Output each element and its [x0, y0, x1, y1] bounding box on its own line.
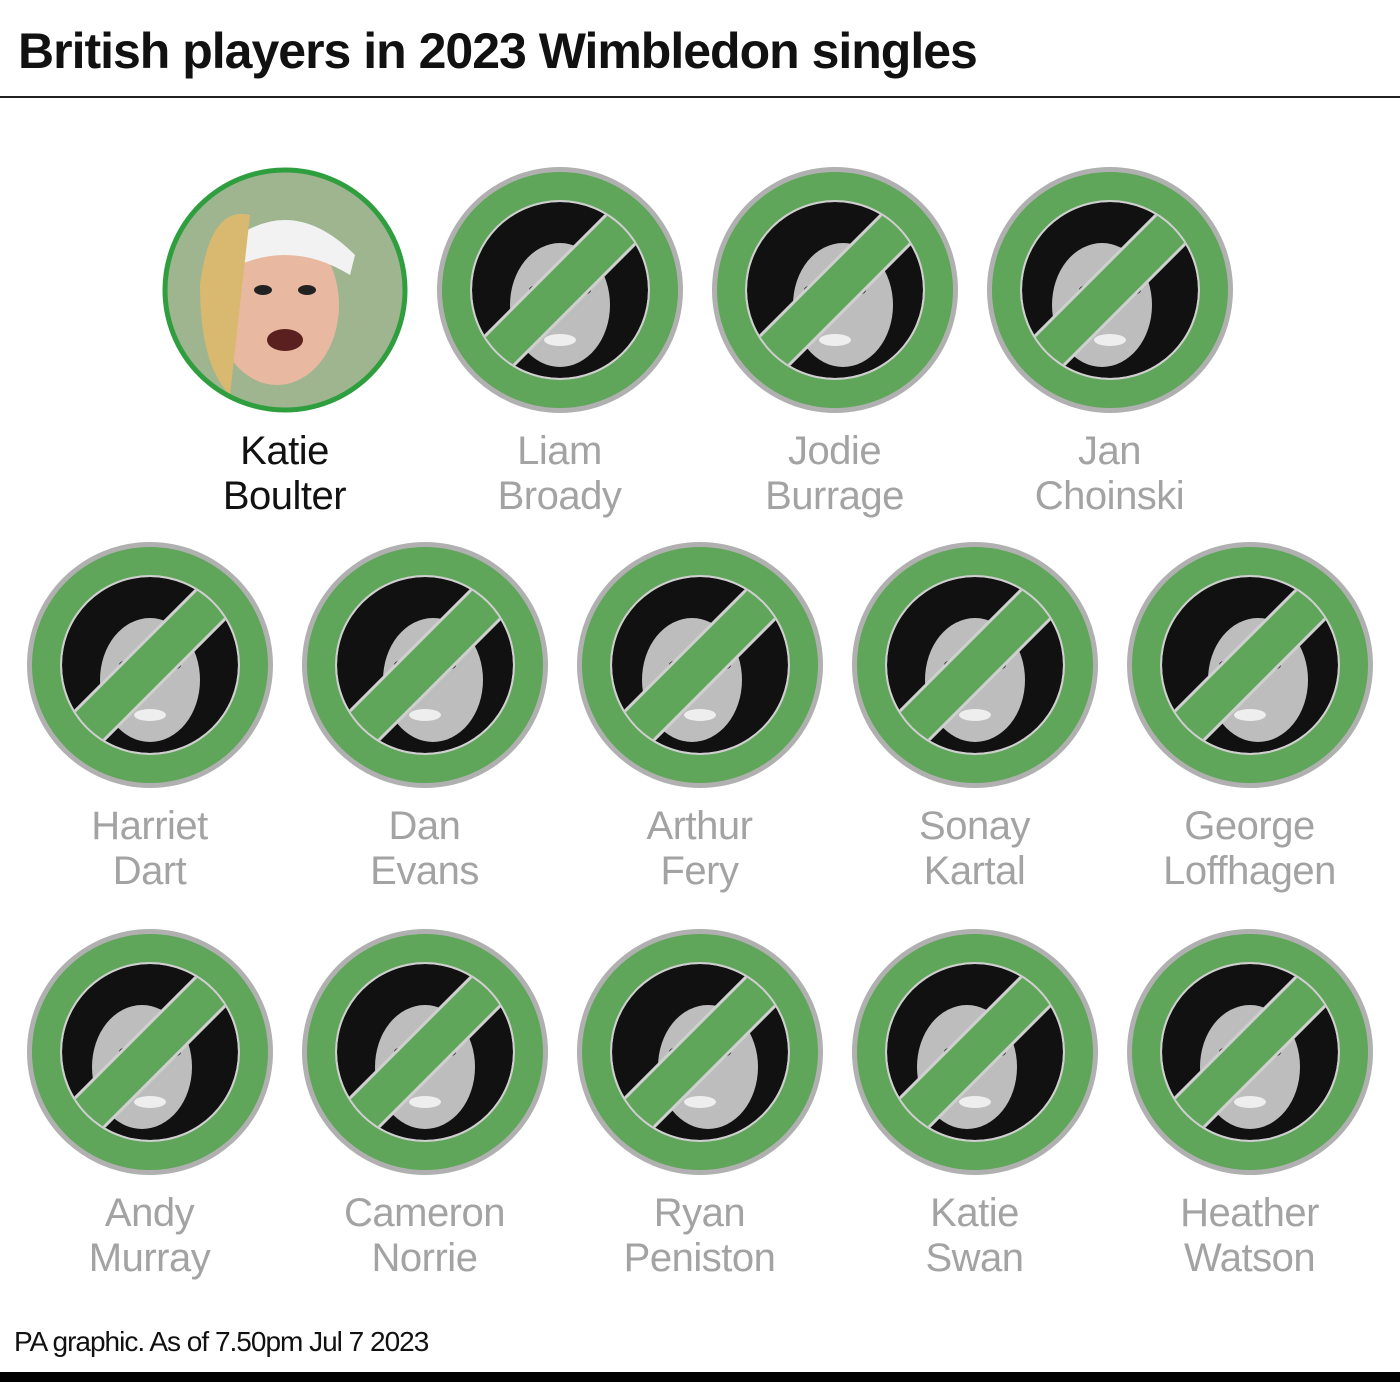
player-first-name: Ryan — [653, 1191, 746, 1235]
player-last-name: Loffhagen — [1163, 849, 1336, 893]
player-card: Sonay Kartal — [837, 540, 1112, 894]
player-card: Katie Swan — [837, 927, 1112, 1281]
player-last-name: Murray — [88, 1236, 211, 1280]
no-entry-icon — [576, 542, 823, 788]
no-entry-icon — [851, 929, 1098, 1175]
player-name: Dan Evans — [370, 804, 479, 894]
player-name: Heather Watson — [1180, 1191, 1319, 1281]
player-last-name: Dart — [112, 849, 187, 893]
player-last-name: Evans — [370, 849, 479, 893]
player-card: George Loffhagen — [1112, 540, 1387, 894]
player-first-name: Katie — [240, 429, 329, 473]
no-entry-icon — [301, 929, 548, 1175]
player-first-name: Sonay — [919, 804, 1030, 848]
player-card: Heather Watson — [1112, 927, 1387, 1281]
player-card: Arthur Fery — [562, 540, 837, 894]
player-last-name: Kartal — [923, 849, 1026, 893]
source-footer: PA graphic. As of 7.50pm Jul 7 2023 — [14, 1326, 429, 1357]
player-card: Andy Murray — [12, 927, 287, 1281]
player-name: Ryan Peniston — [624, 1191, 776, 1281]
player-last-name: Watson — [1183, 1236, 1316, 1280]
player-row-3: Andy Murray Cameron Norrie Ryan Peniston — [0, 927, 1387, 1281]
player-card: Harriet Dart — [12, 540, 287, 894]
player-last-name: Fery — [660, 849, 739, 893]
player-first-name: Heather — [1180, 1191, 1319, 1235]
player-name: Harriet Dart — [91, 804, 208, 894]
player-card: Ryan Peniston — [562, 927, 837, 1281]
player-card: Jodie Burrage — [697, 165, 972, 519]
player-card: Jan Choinski — [972, 165, 1247, 519]
player-card: Dan Evans — [287, 540, 562, 894]
bottom-bar — [0, 1372, 1400, 1382]
player-name: Katie Swan — [925, 1191, 1024, 1281]
no-entry-icon — [851, 542, 1098, 788]
player-first-name: Jan — [1078, 429, 1142, 473]
no-entry-icon — [986, 167, 1233, 413]
player-first-name: Katie — [930, 1191, 1019, 1235]
player-last-name: Boulter — [222, 474, 347, 518]
player-name: Jan Choinski — [1034, 429, 1185, 519]
page-title: British players in 2023 Wimbledon single… — [18, 23, 978, 79]
player-photo — [162, 167, 407, 413]
player-name: Liam Broady — [498, 429, 622, 519]
player-name: Jodie Burrage — [765, 429, 904, 519]
player-first-name: George — [1184, 804, 1315, 848]
player-first-name: Andy — [104, 1191, 195, 1235]
player-card: Liam Broady — [422, 165, 697, 519]
player-name: Arthur Fery — [647, 804, 753, 894]
player-last-name: Peniston — [623, 1236, 776, 1280]
player-last-name: Choinski — [1034, 474, 1185, 518]
no-entry-icon — [1126, 929, 1373, 1175]
player-first-name: Liam — [517, 429, 602, 473]
player-last-name: Swan — [925, 1236, 1024, 1280]
player-row-2: Harriet Dart Dan Evans Arthur Fery — [0, 540, 1387, 894]
player-last-name: Broady — [497, 474, 622, 518]
title-divider — [0, 96, 1400, 98]
player-first-name: Harriet — [91, 804, 208, 848]
player-last-name: Norrie — [371, 1236, 478, 1280]
player-card: Cameron Norrie — [287, 927, 562, 1281]
player-row-1: Katie Boulter Liam Broady Jodie Burrage — [0, 165, 1247, 519]
player-name: Cameron Norrie — [343, 1191, 506, 1281]
player-first-name: Jodie — [787, 429, 882, 473]
player-first-name: Arthur — [646, 804, 753, 848]
player-name: Sonay Kartal — [919, 804, 1030, 894]
player-last-name: Burrage — [765, 474, 904, 518]
player-name: George Loffhagen — [1163, 804, 1336, 894]
player-name: Andy Murray — [88, 1191, 211, 1281]
no-entry-icon — [436, 167, 683, 413]
no-entry-icon — [26, 542, 273, 788]
player-first-name: Dan — [388, 804, 461, 848]
no-entry-icon — [301, 542, 548, 788]
player-card: Katie Boulter — [147, 165, 422, 519]
player-first-name: Cameron — [343, 1191, 506, 1235]
no-entry-icon — [576, 929, 823, 1175]
no-entry-icon — [711, 167, 958, 413]
no-entry-icon — [26, 929, 273, 1175]
player-name: Katie Boulter — [222, 429, 347, 519]
no-entry-icon — [1126, 542, 1373, 788]
